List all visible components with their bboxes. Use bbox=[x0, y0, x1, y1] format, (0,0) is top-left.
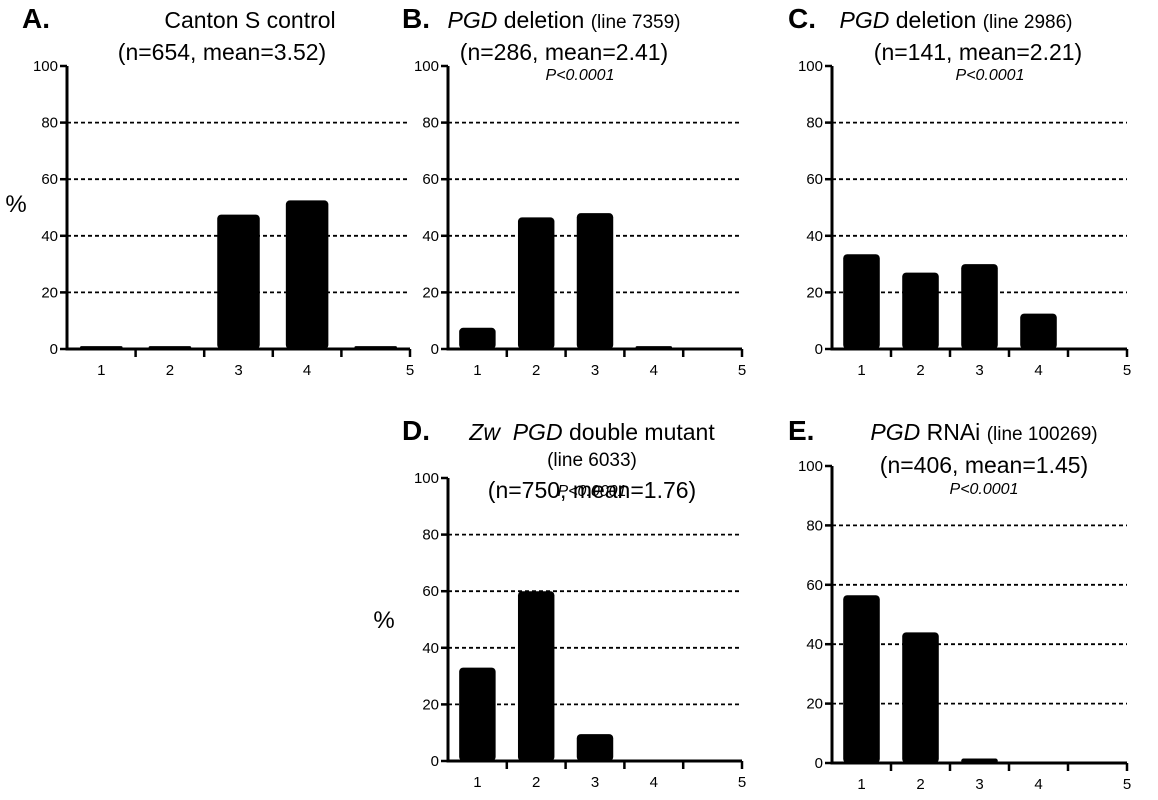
panel-letter: D. bbox=[402, 415, 430, 446]
panel-b: B. PGD deletion (line 7359) (n=286, mean=2… bbox=[402, 3, 746, 379]
chart-title-line: PGD RNAi (line 100269) bbox=[870, 419, 1097, 445]
x-tick-label: 2 bbox=[166, 362, 174, 379]
panel-c: C. PGD deletion (line 2986) (n=141, mean=2… bbox=[788, 3, 1131, 379]
y-tick-label: 60 bbox=[806, 577, 823, 594]
y-axis-label: % bbox=[373, 607, 394, 634]
chart-title-line: Zw PGD double mutant bbox=[468, 419, 715, 445]
x-tick-label: 5 bbox=[738, 774, 746, 791]
x-tick-label: 2 bbox=[916, 362, 924, 379]
x-tick-label: 1 bbox=[473, 774, 481, 791]
y-tick-label: 80 bbox=[806, 115, 823, 132]
x-tick-label: 4 bbox=[650, 362, 658, 379]
bar-2 bbox=[902, 632, 939, 763]
x-tick-label: 2 bbox=[916, 776, 924, 793]
y-tick-label: 40 bbox=[806, 636, 823, 653]
chart-title-line: PGD deletion (line 7359) bbox=[448, 7, 681, 33]
bar-1 bbox=[459, 327, 496, 349]
y-tick-label: 60 bbox=[422, 171, 439, 188]
chart-title-line: (n=286, mean=2.41) bbox=[460, 39, 668, 65]
y-tick-label: 60 bbox=[806, 171, 823, 188]
bar-4 bbox=[285, 200, 329, 349]
x-tick-label: 5 bbox=[738, 362, 746, 379]
p-value-label: P<0.0001 bbox=[950, 481, 1019, 498]
panel-a: A. Canton S control (n=654, mean=3.52)% 0 20… bbox=[5, 3, 414, 379]
y-tick-label: 40 bbox=[806, 228, 823, 245]
y-tick-label: 100 bbox=[414, 58, 439, 75]
x-tick-label: 5 bbox=[1123, 362, 1131, 379]
y-tick-label: 80 bbox=[41, 115, 58, 132]
x-tick-label: 3 bbox=[591, 774, 599, 791]
x-tick-label: 2 bbox=[532, 362, 540, 379]
y-tick-label: 80 bbox=[422, 527, 439, 544]
y-tick-label: 80 bbox=[422, 115, 439, 132]
x-tick-label: 3 bbox=[591, 362, 599, 379]
y-tick-label: 20 bbox=[41, 284, 58, 301]
x-tick-label: 4 bbox=[303, 362, 311, 379]
chart-title-line: (n=141, mean=2.21) bbox=[874, 39, 1082, 65]
y-tick-label: 40 bbox=[41, 228, 58, 245]
y-tick-label: 100 bbox=[798, 458, 823, 475]
y-tick-label: 20 bbox=[422, 696, 439, 713]
panel-letter: A. bbox=[22, 3, 50, 34]
bar-1 bbox=[843, 595, 880, 763]
x-tick-label: 4 bbox=[1034, 362, 1042, 379]
x-tick-label: 4 bbox=[650, 774, 658, 791]
y-tick-label: 20 bbox=[806, 696, 823, 713]
x-tick-label: 1 bbox=[857, 776, 865, 793]
bar-4 bbox=[1020, 313, 1057, 349]
bar-1 bbox=[459, 667, 496, 761]
bar-2 bbox=[902, 272, 939, 349]
x-tick-label: 3 bbox=[975, 362, 983, 379]
bar-1 bbox=[843, 254, 880, 349]
y-tick-label: 20 bbox=[422, 284, 439, 301]
panel-e: E. PGD RNAi (line 100269) (n=406, mean=1.4… bbox=[788, 415, 1131, 793]
chart-title-line: (n=406, mean=1.45) bbox=[880, 452, 1088, 478]
y-tick-label: 40 bbox=[422, 228, 439, 245]
x-tick-label: 5 bbox=[406, 362, 414, 379]
chart-title-line: (n=654, mean=3.52) bbox=[118, 39, 326, 65]
bar-2 bbox=[517, 591, 555, 761]
bar-2 bbox=[517, 217, 555, 349]
chart-title-line: PGD deletion (line 2986) bbox=[840, 7, 1073, 33]
p-value-label: P<0.0001 bbox=[558, 483, 627, 500]
x-tick-label: 3 bbox=[234, 362, 242, 379]
y-tick-label: 100 bbox=[798, 58, 823, 75]
panel-d: D. Zw PGD double mutant (line 6033) (n=750,… bbox=[373, 415, 746, 791]
y-tick-label: 60 bbox=[41, 171, 58, 188]
p-value-label: P<0.0001 bbox=[956, 67, 1025, 84]
x-tick-label: 5 bbox=[1123, 776, 1131, 793]
y-tick-label: 0 bbox=[815, 755, 823, 772]
panel-letter: E. bbox=[788, 415, 814, 446]
y-axis-label: % bbox=[5, 191, 26, 218]
x-tick-label: 2 bbox=[532, 774, 540, 791]
chart-title-line: Canton S control bbox=[164, 7, 335, 33]
x-tick-label: 1 bbox=[473, 362, 481, 379]
y-tick-label: 0 bbox=[50, 341, 58, 358]
bar-3 bbox=[217, 214, 260, 349]
x-tick-label: 1 bbox=[857, 362, 865, 379]
x-tick-label: 1 bbox=[97, 362, 105, 379]
panel-letter: C. bbox=[788, 3, 816, 34]
y-tick-label: 0 bbox=[815, 341, 823, 358]
bar-3 bbox=[576, 734, 614, 761]
p-value-label: P<0.0001 bbox=[546, 67, 615, 84]
y-tick-label: 60 bbox=[422, 583, 439, 600]
x-tick-label: 3 bbox=[975, 776, 983, 793]
x-tick-label: 4 bbox=[1034, 776, 1042, 793]
chart-title-line: (line 6033) bbox=[547, 450, 637, 471]
y-tick-label: 20 bbox=[806, 284, 823, 301]
y-tick-label: 0 bbox=[431, 753, 439, 770]
bar-3 bbox=[576, 213, 614, 349]
panel-letter: B. bbox=[402, 3, 430, 34]
y-tick-label: 80 bbox=[806, 517, 823, 534]
y-tick-label: 0 bbox=[431, 341, 439, 358]
y-tick-label: 100 bbox=[33, 58, 58, 75]
y-tick-label: 100 bbox=[414, 470, 439, 487]
bar-3 bbox=[961, 264, 998, 349]
y-tick-label: 40 bbox=[422, 640, 439, 657]
chart-title-line: (n=750, mean=1.76) bbox=[488, 477, 696, 503]
